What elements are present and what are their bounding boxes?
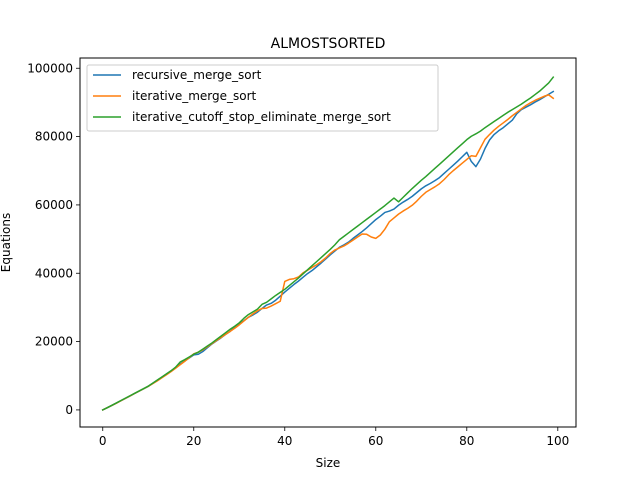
legend-label: iterative_cutoff_stop_eliminate_merge_so… (132, 110, 391, 124)
y-tick-label: 0 (65, 403, 73, 417)
x-axis-label: Size (316, 456, 341, 470)
legend-label: recursive_merge_sort (132, 68, 262, 82)
y-tick-label: 60000 (35, 198, 73, 212)
x-tick-label: 40 (277, 434, 292, 448)
chart-title: ALMOSTSORTED (271, 36, 386, 52)
legend-box (86, 64, 439, 132)
x-tick-label: 0 (99, 434, 107, 448)
y-tick-label: 100000 (27, 61, 73, 75)
x-tick-label: 20 (186, 434, 201, 448)
legend: recursive_merge_sort iterative_merge_sort… (86, 64, 439, 132)
x-tick-label: 100 (546, 434, 569, 448)
y-axis-label: Equations (0, 213, 13, 272)
x-axis-ticks: 0 20 40 60 80 100 (99, 427, 569, 448)
plot-frame (79, 57, 577, 428)
x-tick-label: 60 (368, 434, 383, 448)
y-tick-label: 40000 (35, 266, 73, 280)
y-tick-label: 80000 (35, 130, 73, 144)
series-line-iterative-merge-sort (101, 94, 555, 411)
legend-label: iterative_merge_sort (132, 89, 257, 103)
y-tick-label: 20000 (35, 335, 73, 349)
series-line-iterative-cutoff-stop-eliminate-merge-sort (101, 76, 555, 411)
y-axis-ticks: 0 20000 40000 60000 80000 100000 (27, 61, 80, 417)
series-lines (101, 76, 555, 411)
x-tick-label: 80 (459, 434, 474, 448)
